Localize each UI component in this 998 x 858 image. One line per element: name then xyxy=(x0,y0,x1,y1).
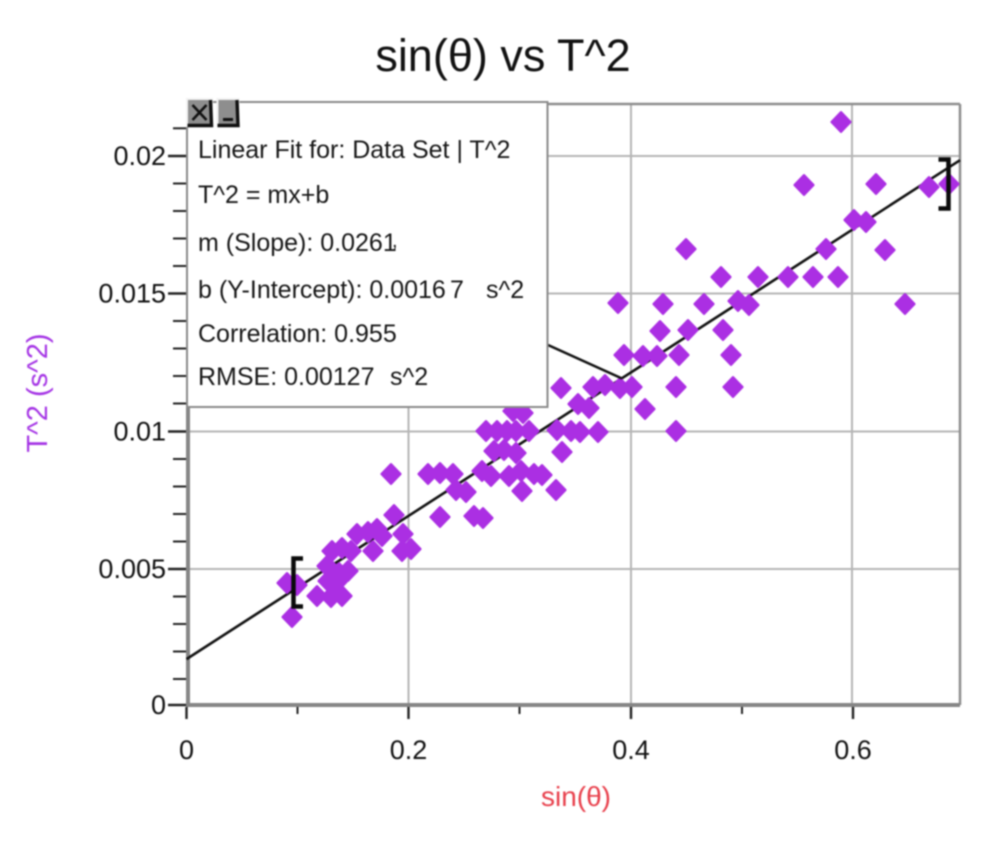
svg-text:0: 0 xyxy=(179,735,194,765)
svg-text:0.02: 0.02 xyxy=(113,141,166,171)
svg-text:RMSE: 0.00127: RMSE: 0.00127 xyxy=(198,363,375,391)
svg-text:0.01: 0.01 xyxy=(113,417,166,447)
svg-text:0: 0 xyxy=(151,690,166,720)
svg-text:s^2: s^2 xyxy=(486,276,524,304)
svg-text:sin(θ): sin(θ) xyxy=(541,781,611,812)
svg-text:T^2 (s^2): T^2 (s^2) xyxy=(22,333,54,452)
svg-text:sin(θ) vs T^2: sin(θ) vs T^2 xyxy=(375,30,630,81)
svg-text:7: 7 xyxy=(450,276,464,304)
svg-text:0.015: 0.015 xyxy=(98,279,166,309)
svg-text:Correlation: 0.955: Correlation: 0.955 xyxy=(198,320,397,348)
svg-text:0.2: 0.2 xyxy=(390,735,428,765)
svg-text:s^2: s^2 xyxy=(390,363,428,391)
svg-text:T^2 = mx+b: T^2 = mx+b xyxy=(198,181,329,209)
svg-text:Linear Fit for: Data Set | T^2: Linear Fit for: Data Set | T^2 xyxy=(198,136,510,164)
svg-text:m (Slope): 0.0261: m (Slope): 0.0261 xyxy=(198,229,397,257)
svg-text:,: , xyxy=(392,230,398,252)
svg-text:0.6: 0.6 xyxy=(834,735,872,765)
svg-text:0.005: 0.005 xyxy=(98,554,166,584)
svg-text:0.4: 0.4 xyxy=(612,735,650,765)
svg-text:b (Y-Intercept): 0.0016: b (Y-Intercept): 0.0016 xyxy=(198,276,446,304)
